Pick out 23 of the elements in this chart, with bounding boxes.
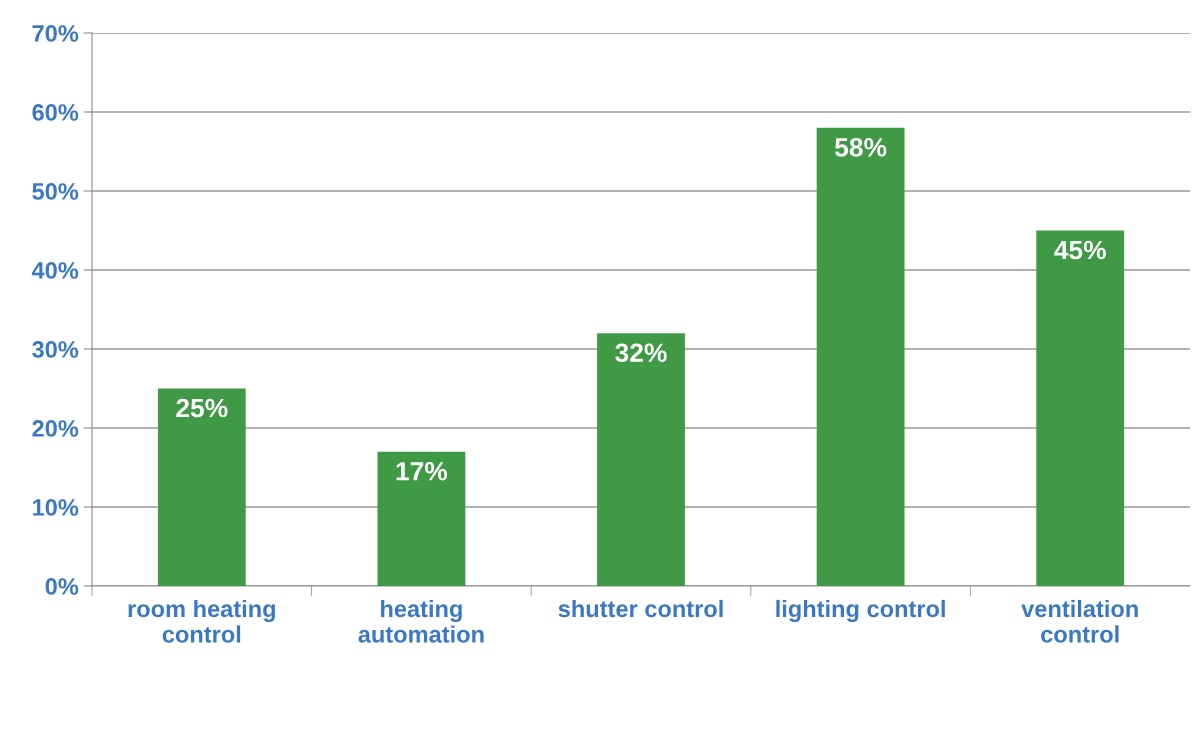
- x-tick-label: shutter control: [558, 599, 723, 618]
- data-label: 32%: [615, 343, 667, 363]
- data-label: 45%: [1054, 240, 1106, 260]
- data-label: 17%: [396, 461, 448, 481]
- y-tick-label: 10%: [33, 499, 79, 516]
- y-tick-label: 40%: [31, 262, 79, 279]
- bar: [816, 127, 905, 586]
- bar: [377, 451, 466, 586]
- x-tick-label: heating automation: [358, 599, 484, 643]
- data-label: 58%: [835, 137, 887, 157]
- y-tick-label: 20%: [32, 420, 79, 437]
- y-tick-label: 60%: [32, 104, 79, 121]
- data-label: 25%: [176, 398, 228, 418]
- bar: [157, 388, 246, 586]
- x-tick-label: ventilation control: [1021, 599, 1138, 643]
- x-tick-label: room heating control: [128, 599, 275, 643]
- y-tick-label: 70%: [32, 25, 79, 42]
- y-tick-label: 0%: [45, 578, 79, 595]
- bar: [1036, 230, 1125, 586]
- x-tick-label: lighting control: [776, 599, 945, 622]
- y-tick-label: 50%: [32, 183, 79, 200]
- bar: [597, 333, 685, 586]
- y-tick-label: 30%: [32, 341, 79, 358]
